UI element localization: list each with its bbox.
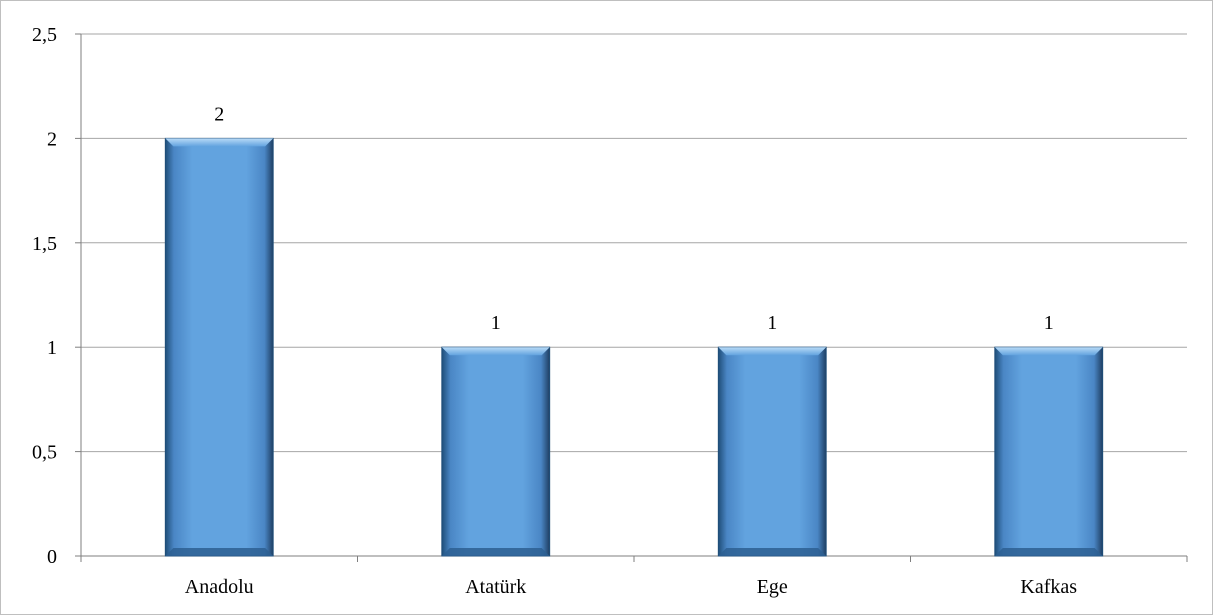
bar-ege — [717, 346, 827, 557]
y-tick-label: 0,5 — [32, 442, 57, 464]
bar-body — [717, 346, 827, 557]
bar-bevel-bottom — [994, 548, 1103, 556]
bar-body — [994, 346, 1104, 557]
bar-bevel-top — [718, 347, 827, 356]
data-label: 1 — [491, 312, 501, 334]
bar-bevel-top — [994, 347, 1103, 356]
bar-bevel-bottom — [165, 548, 274, 556]
bar-anadolu — [164, 137, 274, 557]
x-tick-label: Atatürk — [465, 576, 526, 598]
data-label: 1 — [1044, 312, 1054, 334]
bar-kafkas — [994, 346, 1104, 557]
data-label: 1 — [767, 312, 777, 334]
x-tick-label: Ege — [757, 576, 788, 598]
bar-bevel-top — [165, 138, 274, 147]
y-tick-label: 0 — [47, 546, 57, 568]
y-tick-label: 1 — [47, 337, 57, 359]
y-tick-label: 1,5 — [32, 233, 57, 255]
y-tick-label: 2 — [47, 128, 57, 150]
bar-atatürk — [441, 346, 551, 557]
x-tick-label: Kafkas — [1020, 576, 1077, 598]
data-label: 2 — [214, 103, 224, 125]
bar-bevel-top — [441, 347, 550, 356]
bar-body — [441, 346, 551, 557]
x-tick-label: Anadolu — [185, 576, 254, 598]
bar-bevel-bottom — [441, 548, 550, 556]
y-tick-label: 2,5 — [32, 24, 57, 46]
bar-body — [164, 137, 274, 557]
bar-bevel-bottom — [718, 548, 827, 556]
